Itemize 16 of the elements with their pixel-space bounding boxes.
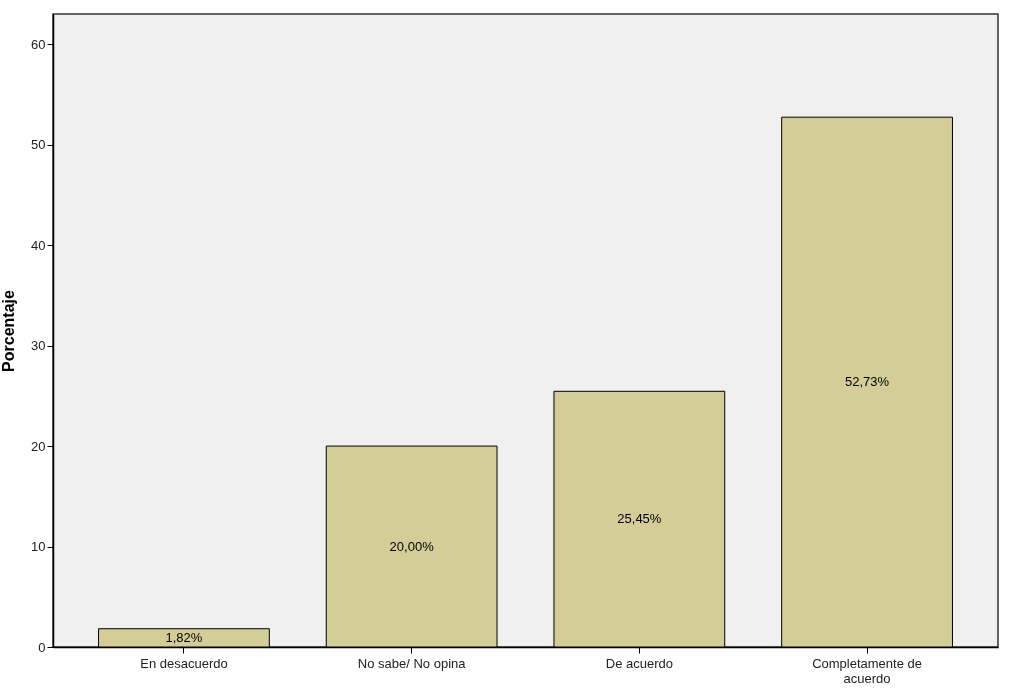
y-tick-label: 50 [31,137,46,153]
x-tick-label: De acuerdo [605,655,673,671]
y-tick-label: 60 [31,36,46,52]
data-label: 52,73% [845,374,890,390]
data-label: 25,45% [617,511,662,527]
data-label: 1,82% [165,629,203,645]
y-tick-label: 40 [31,237,46,253]
y-tick-label: 10 [31,539,46,555]
x-tick-label: No sabe/ No opina [357,655,467,671]
data-label: 20,00% [389,538,435,554]
y-tick-label: 0 [38,639,46,655]
y-axis-title: Porcentaje [0,289,18,372]
y-tick-label: 20 [31,438,46,454]
y-tick-label: 30 [31,338,46,354]
x-tick-label: En desacuerdo [140,655,228,671]
x-tick-label: Completamente de acuerdo [812,655,922,686]
